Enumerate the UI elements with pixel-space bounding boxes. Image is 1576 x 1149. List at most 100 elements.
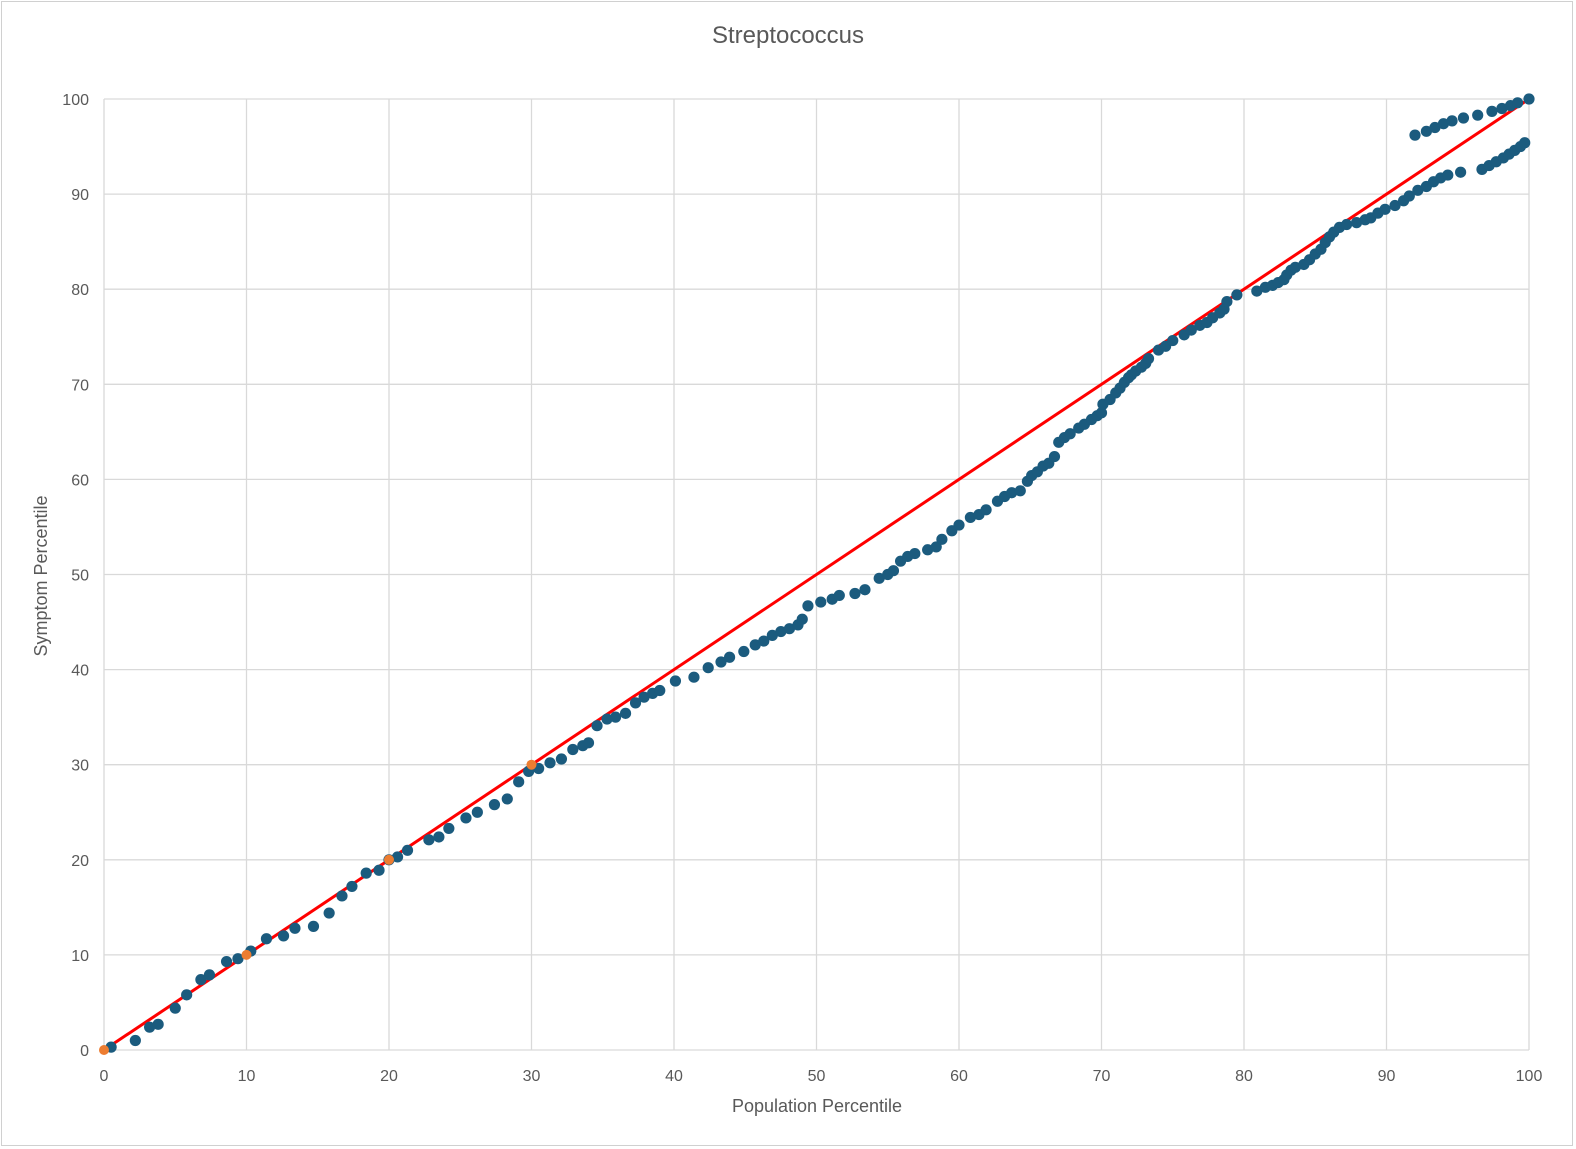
data-point [629, 697, 642, 709]
data-point [152, 1018, 164, 1030]
data-point [260, 933, 273, 945]
data-point [423, 834, 435, 846]
data-point [323, 907, 335, 919]
data-point [360, 867, 372, 879]
data-point [1442, 169, 1454, 181]
data-point [758, 635, 770, 647]
data-point [129, 1034, 141, 1047]
y-tick-label: 70 [71, 377, 89, 394]
data-point [715, 656, 727, 668]
data-point [1064, 428, 1076, 440]
data-point [873, 572, 885, 584]
data-point [702, 662, 714, 674]
chart-title: Streptococcus [712, 22, 864, 49]
data-point [1420, 125, 1432, 137]
data-point [1409, 129, 1421, 141]
data-point [980, 504, 992, 516]
data-point [1350, 217, 1363, 229]
data-point [930, 541, 942, 553]
x-tick-label: 90 [1378, 1068, 1396, 1085]
data-point [964, 511, 977, 524]
y-axis-title: Symptom Percentile [31, 495, 51, 656]
data-point [443, 822, 455, 835]
data-point [220, 955, 233, 968]
data-point [567, 743, 579, 756]
data-point [1379, 203, 1391, 215]
data-point [688, 671, 700, 683]
data-point [1251, 285, 1263, 297]
data-point [601, 713, 613, 725]
data-point [619, 707, 632, 719]
data-point [471, 806, 483, 818]
data-point [1095, 407, 1108, 419]
y-tick-label: 50 [71, 568, 89, 585]
data-point [922, 544, 934, 556]
data-point [815, 596, 827, 608]
data-point [638, 691, 650, 703]
x-tick-label: 30 [523, 1068, 541, 1085]
data-point [1429, 121, 1441, 134]
reference-point [526, 759, 537, 770]
data-point [1455, 166, 1467, 178]
data-point [144, 1021, 156, 1033]
data-point [909, 547, 921, 560]
tick-labels: 0 10 20 30 40 50 60 70 80 90 100 0 10 20 30 40 50 60 70 80 9… [62, 92, 1542, 1085]
data-point [1472, 109, 1484, 121]
y-tick-label: 40 [71, 663, 89, 680]
y-tick-label: 90 [71, 187, 89, 204]
data-point [169, 1002, 181, 1014]
data-point [433, 831, 445, 843]
data-point [1389, 199, 1401, 212]
data-point [775, 625, 787, 638]
x-tick-label: 70 [1093, 1068, 1111, 1085]
data-point [307, 920, 320, 932]
data-point [277, 930, 290, 942]
data-point [609, 711, 622, 723]
data-point [195, 974, 207, 986]
data-point [513, 776, 525, 788]
data-point [654, 684, 666, 697]
x-tick-label: 80 [1235, 1068, 1253, 1085]
x-tick-label: 60 [950, 1068, 968, 1085]
y-tick-label: 80 [71, 282, 89, 299]
data-point [488, 799, 501, 811]
data-point [766, 629, 778, 641]
y-tick-label: 20 [71, 853, 89, 870]
reference-point [241, 949, 252, 960]
y-tick-label: 60 [71, 472, 89, 489]
data-point [1496, 102, 1508, 115]
data-point [783, 623, 796, 635]
x-tick-label: 100 [1516, 1068, 1543, 1085]
data-point [796, 613, 808, 625]
data-point [460, 812, 472, 824]
data-point [1341, 218, 1353, 231]
data-point [373, 864, 385, 876]
x-tick-label: 10 [238, 1068, 256, 1085]
y-tick-label: 0 [80, 1043, 89, 1060]
data-point [1231, 289, 1243, 301]
data-point [1014, 485, 1026, 497]
data-point [1185, 324, 1197, 336]
data-point [749, 639, 761, 651]
data-point [1519, 137, 1531, 149]
data-point [849, 587, 861, 600]
x-tick-label: 20 [380, 1068, 398, 1085]
data-point [1167, 334, 1179, 347]
data-point [1437, 118, 1450, 130]
x-axis-title: Population Percentile [732, 1096, 902, 1116]
data-point [1512, 97, 1524, 109]
data-point [859, 584, 871, 596]
data-point [1221, 295, 1233, 308]
data-point [1403, 190, 1415, 202]
data-point [346, 880, 358, 893]
data-point [555, 753, 568, 765]
data-point [582, 737, 595, 749]
data-point [1486, 105, 1498, 117]
data-point [1006, 487, 1018, 499]
data-point [1457, 112, 1470, 124]
reference-point [384, 854, 394, 865]
data-point [401, 844, 414, 856]
data-point [723, 651, 736, 663]
grid-layer [103, 98, 1530, 1051]
